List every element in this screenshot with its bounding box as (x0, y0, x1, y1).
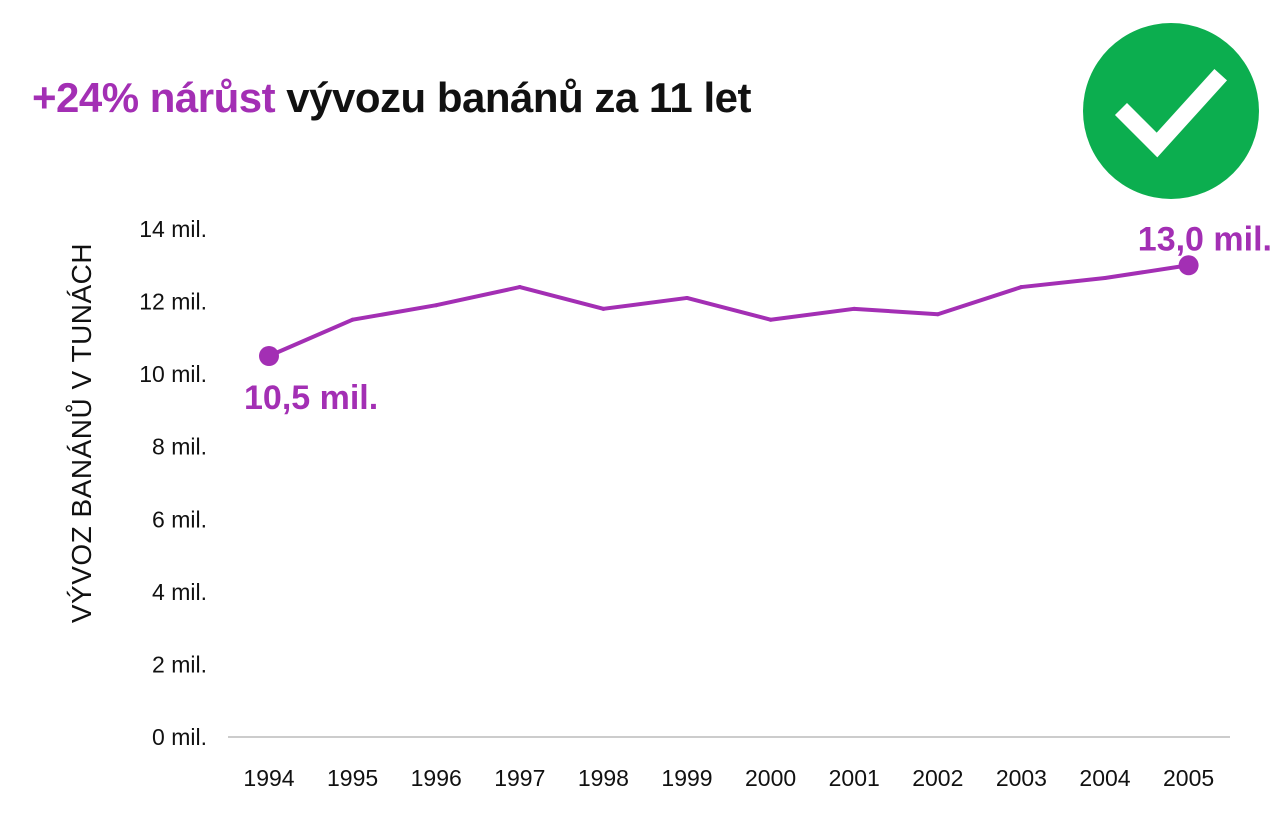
data-point-first (259, 346, 279, 366)
x-tick-label: 2003 (996, 765, 1047, 791)
data-point (852, 306, 857, 311)
x-tick-label: 1998 (578, 765, 629, 791)
series-line (267, 263, 1191, 358)
y-tick-label: 10 mil. (139, 361, 207, 387)
title-accent: +24% nárůst (32, 74, 276, 121)
y-tick-label: 6 mil. (152, 506, 207, 532)
data-point (601, 306, 606, 311)
y-tick-label: 0 mil. (152, 724, 207, 750)
x-tick-label: 2004 (1079, 765, 1130, 791)
x-tick-label: 2005 (1163, 765, 1214, 791)
checkmark-icon (1114, 68, 1228, 158)
y-tick-label: 4 mil. (152, 579, 207, 605)
data-point (517, 285, 522, 290)
checkmark-badge-circle (1083, 23, 1259, 199)
data-label-last: 13,0 mil. (1138, 220, 1272, 258)
data-point-last (1178, 255, 1199, 276)
data-label-first: 10,5 mil. (244, 379, 378, 417)
x-tick-label: 2001 (829, 765, 880, 791)
data-point (935, 312, 940, 317)
checkmark-badge (1083, 23, 1259, 199)
data-point (1103, 275, 1107, 280)
data-point (768, 317, 773, 322)
y-tick-label: 12 mil. (139, 289, 207, 315)
data-point (350, 317, 355, 322)
x-tick-label: 1994 (243, 765, 294, 791)
title-rest: vývozu banánů za 11 let (286, 74, 751, 121)
data-point (685, 295, 689, 300)
y-tick-label: 2 mil. (152, 651, 207, 677)
x-tick-label: 1995 (327, 765, 378, 791)
x-tick-label: 1996 (411, 765, 462, 791)
x-tick-label: 1997 (494, 765, 545, 791)
x-tick-label: 2002 (912, 765, 963, 791)
chart-title: +24% nárůst vývozu banánů za 11 let (32, 74, 751, 122)
y-tick-label: 14 mil. (139, 216, 207, 242)
data-point (434, 303, 439, 308)
y-tick-label: 8 mil. (152, 434, 207, 460)
x-tick-label: 2000 (745, 765, 796, 791)
x-tick-label: 1999 (661, 765, 712, 791)
data-point (1019, 285, 1024, 290)
